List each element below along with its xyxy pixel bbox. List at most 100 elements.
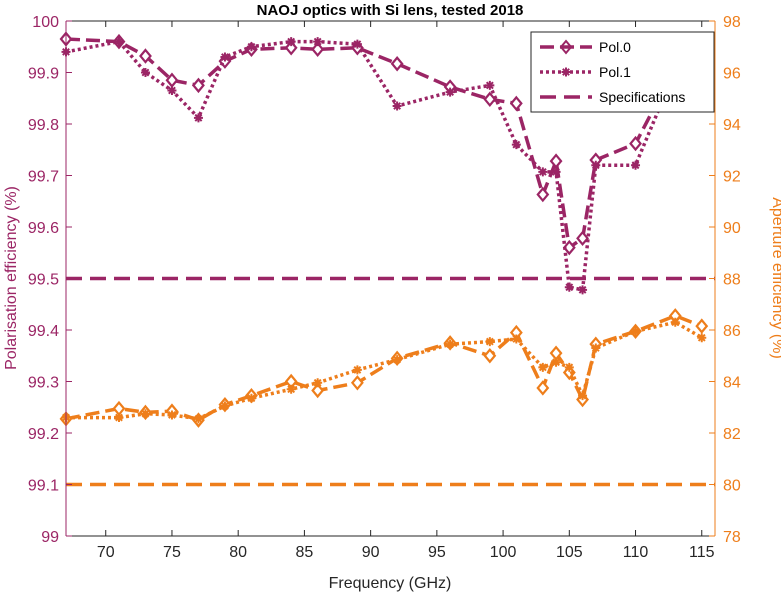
point-pol-1: [246, 42, 256, 52]
point-pol-1: [511, 140, 521, 150]
legend: Pol.0 Pol.1 Specifications: [530, 31, 715, 113]
y-left-tick-label: 99: [41, 529, 59, 546]
point-pol-1: [352, 39, 362, 49]
point-pol-1: [551, 167, 561, 177]
point-aperture-pol-1: [485, 337, 495, 347]
point-aperture-pol-1: [538, 362, 548, 372]
x-tick-label: 80: [229, 544, 247, 561]
point-aperture-pol-0: [695, 318, 709, 334]
y-right-tick-label: 80: [723, 478, 741, 495]
y-right-tick-label: 90: [723, 220, 741, 237]
x-tick-label: 105: [556, 544, 583, 561]
point-pol-0: [192, 77, 205, 94]
y-right-tick-label: 86: [723, 323, 741, 340]
point-aperture-pol-1: [352, 365, 362, 375]
point-aperture-pol-1: [445, 339, 455, 349]
point-pol-1: [220, 52, 230, 62]
y-right-axis-label: Aperture efficiency (%): [769, 197, 781, 359]
y-left-tick-label: 99.3: [28, 375, 59, 392]
x-axis-ticks: 70 75 80 85 90 95 100 105 110 115: [97, 21, 715, 561]
point-aperture-pol-0: [311, 382, 325, 399]
y-right-tick-label: 78: [723, 529, 741, 546]
legend-label-pol1: Pol.1: [599, 64, 631, 80]
y-right-tick-label: 84: [723, 375, 741, 392]
y-left-tick-label: 99.1: [28, 478, 59, 495]
y-left-tick-label: 99.8: [28, 117, 59, 134]
y-left-tick-label: 99.9: [28, 66, 59, 83]
y-right-tick-label: 88: [723, 272, 741, 289]
y-left-axis-label: Polarisation efficiency (%): [3, 186, 20, 370]
point-pol-0: [562, 239, 576, 256]
series-line-aperture-pol-0: [65, 314, 703, 422]
y-left-axis-ticks: 99 99.1 99.2 99.3 99.4 99.5 99.6 99.7 99.8 99.9 10…: [28, 14, 72, 546]
y-left-tick-label: 99.5: [28, 272, 59, 289]
series-group: [59, 31, 715, 487]
point-pol-0: [629, 135, 642, 152]
x-tick-label: 115: [689, 544, 715, 561]
x-tick-label: 75: [163, 544, 181, 561]
point-pol-0: [536, 186, 550, 203]
y-right-tick-label: 94: [723, 117, 741, 134]
x-tick-label: 70: [97, 544, 115, 561]
point-aperture-pol-1: [591, 343, 601, 353]
point-pol-0: [576, 230, 589, 247]
series-line-pol-1: [65, 39, 702, 292]
point-pol-0: [311, 41, 325, 58]
x-tick-label: 110: [623, 544, 649, 561]
point-pol-1: [485, 80, 495, 90]
series-line-pol-0: [65, 37, 703, 250]
y-right-tick-label: 82: [723, 426, 741, 443]
point-aperture-pol-1: [631, 326, 641, 336]
point-aperture-pol-0: [483, 348, 497, 364]
point-pol-0: [390, 56, 404, 72]
point-aperture-pol-1: [167, 410, 177, 420]
point-aperture-pol-1: [578, 391, 588, 401]
point-aperture-pol-0: [536, 380, 550, 396]
point-pol-1: [193, 113, 203, 123]
point-pol-1: [538, 167, 548, 177]
point-pol-1: [591, 160, 601, 170]
point-pol-1: [445, 87, 455, 97]
point-pol-1: [564, 282, 574, 292]
point-pol-1: [167, 86, 177, 96]
point-aperture-pol-1: [246, 393, 256, 403]
legend-label-spec: Specifications: [599, 89, 685, 105]
point-aperture-pol-1: [697, 333, 707, 343]
point-pol-0: [509, 95, 523, 112]
point-pol-1: [392, 101, 402, 111]
point-pol-1: [578, 285, 588, 295]
point-aperture-pol-0: [562, 364, 576, 381]
point-aperture-pol-1: [114, 413, 124, 423]
point-pol-0: [483, 91, 497, 107]
point-aperture-pol-1: [392, 355, 402, 365]
y-left-tick-label: 99.6: [28, 220, 59, 237]
point-aperture-pol-1: [220, 401, 230, 411]
legend-marker-pol1: [561, 67, 571, 77]
point-aperture-pol-1: [551, 357, 561, 367]
y-right-axis-ticks: 78 80 82 84 86 88 90 92 94 96 98: [709, 14, 741, 546]
x-tick-label: 85: [296, 544, 314, 561]
series-line-aperture-pol-1: [66, 320, 703, 421]
legend-label-pol0: Pol.0: [599, 39, 631, 55]
point-pol-1: [114, 37, 124, 47]
point-aperture-pol-1: [140, 409, 150, 419]
point-aperture-pol-1: [511, 334, 521, 344]
y-left-tick-label: 100: [32, 14, 59, 31]
y-left-tick-label: 99.2: [28, 426, 59, 443]
x-tick-label: 90: [362, 544, 380, 561]
point-aperture-pol-0: [350, 375, 364, 391]
point-pol-1: [286, 37, 296, 47]
y-right-tick-label: 98: [723, 14, 741, 31]
y-left-tick-label: 99.4: [28, 323, 59, 340]
x-tick-label: 100: [490, 544, 517, 561]
point-pol-1: [313, 37, 323, 47]
y-right-tick-label: 92: [723, 169, 741, 186]
chart-title: NAOJ optics with Si lens, tested 2018: [257, 2, 524, 19]
point-aperture-pol-1: [286, 384, 296, 394]
x-axis-label: Frequency (GHz): [329, 575, 452, 592]
point-aperture-pol-1: [313, 378, 323, 388]
x-tick-label: 95: [428, 544, 446, 561]
point-aperture-pol-1: [670, 317, 680, 327]
point-aperture-pol-1: [564, 362, 574, 372]
